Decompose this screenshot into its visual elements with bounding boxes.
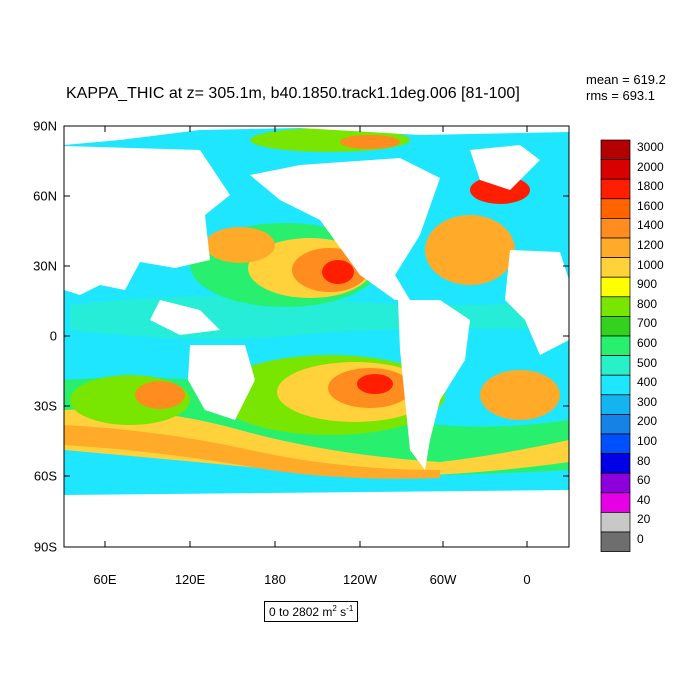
field-npac-red <box>322 260 354 284</box>
colorbar-label-17: 60 <box>637 473 651 488</box>
lon-label-2: 180 <box>264 572 286 587</box>
range-mid: s <box>336 605 347 619</box>
rms-stat: rms = 693.1 <box>586 88 656 103</box>
lon-label-1: 120E <box>174 572 206 587</box>
colorbar-swatch-3 <box>600 198 631 219</box>
field-spac-red <box>357 374 393 394</box>
colorbar-label-13: 300 <box>637 394 658 409</box>
colorbar-label-14: 200 <box>637 414 658 429</box>
land-antarctica <box>64 490 569 547</box>
land-greenland <box>470 145 540 190</box>
land-south-america <box>398 300 470 470</box>
colorbar-label-4: 1400 <box>637 218 664 233</box>
colorbar-swatch-7 <box>600 276 631 298</box>
lat-label-4: 30S <box>33 398 57 414</box>
colorbar-label-0: 3000 <box>637 140 664 154</box>
colorbar-label-6: 1000 <box>637 257 664 272</box>
colorbar-label-18: 40 <box>637 492 651 507</box>
lon-label-0: 60E <box>93 572 117 587</box>
colorbar-label-8: 800 <box>637 296 658 311</box>
lat-label-1: 60N <box>33 188 57 204</box>
colorbar-label-1: 2000 <box>637 159 664 174</box>
lon-label-4: 60W <box>429 572 457 587</box>
field-satl-orange <box>480 370 560 420</box>
colorbar-label-20: 0 <box>637 532 644 546</box>
colorbar-swatch-10 <box>600 335 631 356</box>
range-sup2: -1 <box>346 604 354 613</box>
colorbar-swatch-5 <box>600 237 631 258</box>
colorbar <box>600 139 631 552</box>
colorbar-label-7: 900 <box>637 277 658 292</box>
range-sup1: 2 <box>332 604 337 613</box>
colorbar-swatch-20 <box>600 531 631 552</box>
land-north-america <box>250 158 440 300</box>
colorbar-swatch-0 <box>600 139 631 160</box>
colorbar-label-12: 400 <box>637 375 658 390</box>
colorbar-swatch-4 <box>600 218 631 239</box>
lon-label-3: 120W <box>343 572 377 587</box>
colorbar-label-19: 20 <box>637 512 651 527</box>
colorbar-label-9: 700 <box>637 316 658 331</box>
colorbar-swatch-14 <box>600 414 631 435</box>
field-southern-yellow <box>64 409 569 477</box>
colorbar-swatch-15 <box>600 433 631 454</box>
colorbar-swatch-8 <box>600 296 631 317</box>
colorbar-swatch-18 <box>600 492 631 513</box>
colorbar-label-2: 1800 <box>637 179 664 194</box>
colorbar-swatch-17 <box>600 472 631 494</box>
colorbar-swatch-16 <box>600 453 631 474</box>
plot-title: KAPPA_THIC at z= 305.1m, b40.1850.track1… <box>66 85 520 102</box>
land-eurasia <box>64 146 230 295</box>
field-indian-orange <box>135 381 185 409</box>
mean-stat: mean = 619.2 <box>586 72 666 87</box>
colorbar-label-10: 600 <box>637 336 658 350</box>
land-maritime <box>150 300 220 335</box>
range-text: 0 to 2802 m <box>269 605 333 619</box>
lat-label-0: 90N <box>33 118 57 134</box>
colorbar-swatch-11 <box>600 355 631 376</box>
colorbar-swatch-19 <box>600 512 631 533</box>
land-africa <box>505 250 569 355</box>
colorbar-swatch-9 <box>600 316 631 337</box>
field-kuroshio <box>205 227 275 263</box>
range-label: 0 to 2802 m2 s-1 <box>264 601 359 622</box>
lat-label-5: 60S <box>33 468 57 484</box>
colorbar-swatch-13 <box>600 394 631 415</box>
colorbar-swatch-6 <box>600 257 631 278</box>
lat-label-3: 0 <box>49 328 57 344</box>
colorbar-swatch-12 <box>600 374 631 396</box>
colorbar-label-3: 1600 <box>637 198 664 213</box>
lat-label-2: 30N <box>33 258 57 274</box>
colorbar-label-15: 100 <box>637 434 658 448</box>
colorbar-label-16: 80 <box>637 453 651 468</box>
colorbar-label-5: 1200 <box>637 238 664 252</box>
field-southern-orange <box>64 425 440 479</box>
field-arctic-orange <box>340 135 400 149</box>
colorbar-swatch-2 <box>600 178 631 200</box>
field-natl-orange <box>425 215 515 285</box>
lon-label-5: 0 <box>523 572 531 587</box>
colorbar-label-11: 500 <box>637 355 658 370</box>
axis-ticks <box>64 125 569 548</box>
lat-label-6: 90S <box>33 539 57 555</box>
colorbar-swatch-1 <box>600 159 631 180</box>
land-australia <box>188 345 255 420</box>
